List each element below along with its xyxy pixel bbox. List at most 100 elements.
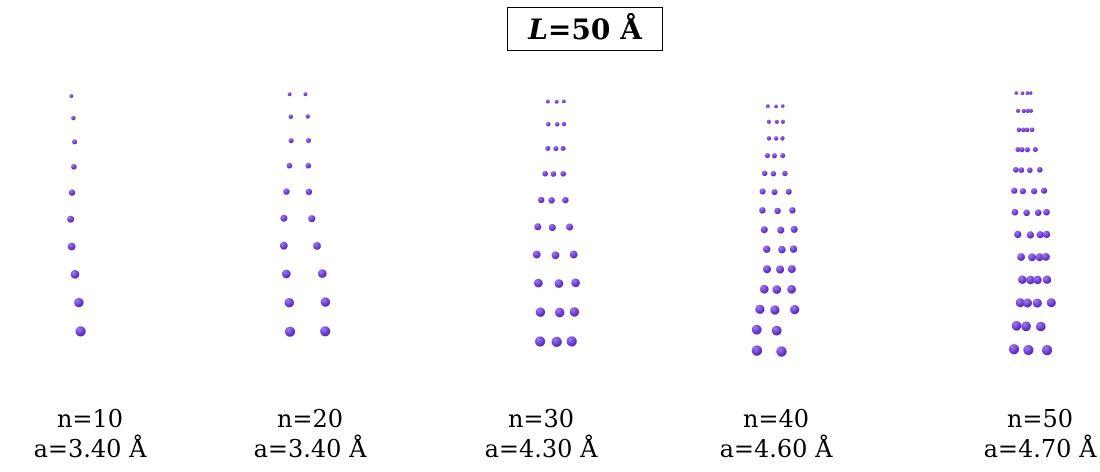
atom-sphere — [555, 122, 560, 127]
panel-2-a-label: a=3.40 Å — [253, 435, 367, 463]
atom-sphere — [1021, 127, 1026, 133]
atom-sphere — [770, 171, 777, 177]
atom-sphere — [1008, 344, 1020, 355]
atom-sphere — [1024, 147, 1030, 153]
atom-sphere — [1046, 298, 1056, 308]
atom-sphere — [74, 297, 84, 308]
atom-sphere — [789, 207, 796, 214]
atom-sphere — [759, 207, 766, 214]
atom-sphere — [71, 164, 77, 170]
atom-sphere — [1021, 108, 1026, 114]
nanotube-panel-4 — [751, 104, 800, 357]
atom-sphere — [1032, 147, 1038, 152]
atom-sphere — [787, 265, 796, 274]
atom-sphere — [1015, 298, 1025, 308]
atom-sphere — [67, 242, 76, 251]
atom-sphere — [550, 171, 557, 177]
title-value: =50 Å — [547, 12, 642, 46]
atom-sphere — [1028, 253, 1036, 262]
atom-sphere — [546, 122, 551, 127]
atom-sphere — [562, 196, 569, 204]
atom-sphere — [759, 188, 766, 195]
atom-sphere — [1042, 345, 1053, 356]
atom-sphere — [772, 285, 782, 294]
nanotube-panel-5 — [1008, 91, 1056, 356]
atom-sphere — [1018, 275, 1027, 284]
atom-sphere — [1011, 321, 1022, 331]
atom-sphere — [561, 121, 567, 127]
atom-sphere — [763, 265, 771, 274]
panel-1-n-label: n=10 — [56, 405, 124, 433]
atom-sphere — [790, 305, 800, 315]
atom-sphere — [1014, 91, 1018, 95]
atom-sphere — [1013, 167, 1019, 173]
atom-sphere — [1028, 91, 1033, 95]
atom-sphere — [1033, 275, 1042, 285]
panel-5-a-label: a=4.70 Å — [983, 435, 1097, 463]
atom-sphere — [320, 326, 331, 337]
atom-sphere — [766, 104, 770, 108]
atom-sphere — [780, 136, 785, 141]
atom-sphere — [560, 171, 566, 177]
atom-sphere — [287, 92, 292, 97]
atom-sphere — [305, 162, 312, 169]
atom-sphere — [782, 170, 788, 177]
atom-sphere — [1026, 275, 1035, 285]
atom-sphere — [1021, 321, 1031, 332]
atom-sphere — [569, 250, 578, 259]
atom-sphere — [67, 215, 75, 223]
atom-sphere — [566, 223, 574, 231]
atom-sphere — [1043, 230, 1051, 238]
atom-sphere — [68, 189, 76, 196]
atom-sphere — [1016, 127, 1022, 133]
atom-sphere — [1026, 231, 1034, 239]
atom-sphere — [1025, 91, 1030, 95]
atom-sphere — [766, 136, 772, 141]
atom-sphere — [780, 104, 785, 108]
panel-3-a-label: a=4.30 Å — [484, 435, 598, 463]
atom-sphere — [774, 104, 778, 109]
atom-sphere — [534, 223, 542, 231]
atom-sphere — [790, 225, 798, 233]
panel-1-a-label: a=3.40 Å — [33, 435, 147, 463]
panel-1-caption: n=10 a=3.40 Å — [0, 404, 190, 464]
atom-sphere — [760, 284, 769, 294]
atom-sphere — [776, 346, 787, 357]
atom-sphere — [1023, 344, 1034, 356]
atom-sphere — [751, 345, 763, 356]
atom-sphere — [566, 336, 577, 347]
atom-sphere — [770, 305, 780, 315]
atom-sphere — [554, 279, 564, 288]
atom-sphere — [1011, 208, 1019, 216]
atom-sphere — [1037, 167, 1043, 173]
atom-sphere — [789, 245, 798, 253]
atom-sphere — [69, 94, 74, 98]
atom-sphere — [1032, 298, 1042, 308]
atom-sphere — [773, 136, 779, 141]
atom-sphere — [1019, 147, 1025, 153]
atom-sphere — [569, 307, 580, 317]
atom-sphere — [282, 269, 291, 279]
atom-sphere — [1023, 298, 1032, 308]
atom-sphere — [284, 298, 294, 308]
atom-sphere — [1036, 231, 1044, 239]
atom-sphere — [535, 336, 546, 347]
atom-sphere — [532, 250, 541, 259]
atom-sphere — [280, 214, 288, 222]
atom-sphere — [313, 242, 321, 250]
atom-sphere — [305, 188, 313, 195]
atom-sphere — [551, 336, 562, 347]
atom-sphere — [538, 196, 545, 204]
title-variable: L — [528, 12, 548, 46]
atom-sphere — [1043, 208, 1050, 216]
atom-sphere — [1018, 167, 1025, 173]
atom-sphere — [306, 138, 311, 143]
atom-sphere — [751, 324, 762, 335]
atom-sphere — [288, 114, 293, 119]
atom-sphere — [771, 325, 782, 336]
atom-sphere — [283, 188, 290, 195]
panel-5-n-label: n=50 — [1006, 405, 1074, 433]
atom-sphere — [777, 226, 785, 234]
atom-sphere — [548, 224, 556, 231]
panel-2-n-label: n=20 — [276, 405, 344, 433]
